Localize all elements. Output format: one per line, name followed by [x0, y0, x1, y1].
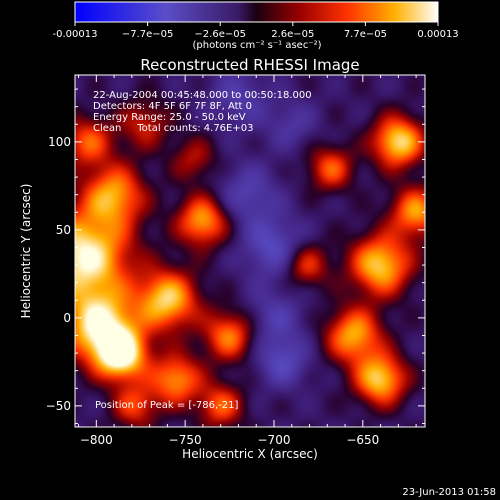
annotation-time: 22-Aug-2004 00:45:48.000 to 00:50:18.000: [93, 90, 312, 101]
annotation-counts: Clean Total counts: 4.76E+03: [93, 123, 253, 134]
colorbar-tick-label: 7.7e−05: [344, 29, 387, 40]
annotation-detectors: Detectors: 4F 5F 6F 7F 8F, Att 0: [93, 101, 252, 112]
colorbar-gradient: [74, 1, 439, 23]
colorbar-tick-label: 0.00013: [417, 29, 458, 40]
heatmap-image: [75, 75, 425, 427]
y-tick-label: 0: [63, 311, 71, 325]
x-tick-label: −650: [346, 433, 379, 447]
info-annotations: 22-Aug-2004 00:45:48.000 to 00:50:18.000…: [93, 90, 312, 134]
x-tick-label: −750: [169, 433, 202, 447]
x-tick-label: −700: [258, 433, 291, 447]
plot-frame: [74, 74, 426, 428]
annotation-energy: Energy Range: 25.0 - 50.0 keV: [93, 112, 246, 123]
colorbar-unit-label: (photons cm⁻² s⁻¹ asec⁻²): [192, 40, 321, 51]
y-axis-label: Heliocentric Y (arcsec): [19, 184, 33, 319]
y-axis-ticks: −50 0 50 100: [46, 88, 425, 424]
colorbar: -0.00013 −7.7e−05 −2.6e−05 2.6e−05 7.7e−05 0.…: [53, 1, 459, 51]
colorbar-tick-label: 2.6e−05: [271, 29, 314, 40]
y-tick-label: 100: [48, 135, 71, 149]
colorbar-tick-label: −2.6e−05: [194, 29, 246, 40]
x-tick-label: −800: [80, 433, 113, 447]
colorbar-tick-label: -0.00013: [53, 29, 98, 40]
peak-position-label: Position of Peak = [-786,-21]: [95, 400, 239, 411]
chart-title: Reconstructed RHESSI Image: [140, 56, 359, 74]
y-tick-label: −50: [46, 399, 71, 413]
colorbar-tick-label: −7.7e−05: [122, 29, 174, 40]
x-axis-label: Heliocentric X (arcsec): [182, 447, 318, 461]
footer-date: 23-Jun-2013 01:58: [402, 487, 496, 498]
x-axis-ticks: −800 −750 −700 −650: [78, 75, 417, 447]
colorbar-ticks: -0.00013 −7.7e−05 −2.6e−05 2.6e−05 7.7e−05 0.…: [53, 22, 459, 40]
y-tick-label: 50: [56, 223, 71, 237]
